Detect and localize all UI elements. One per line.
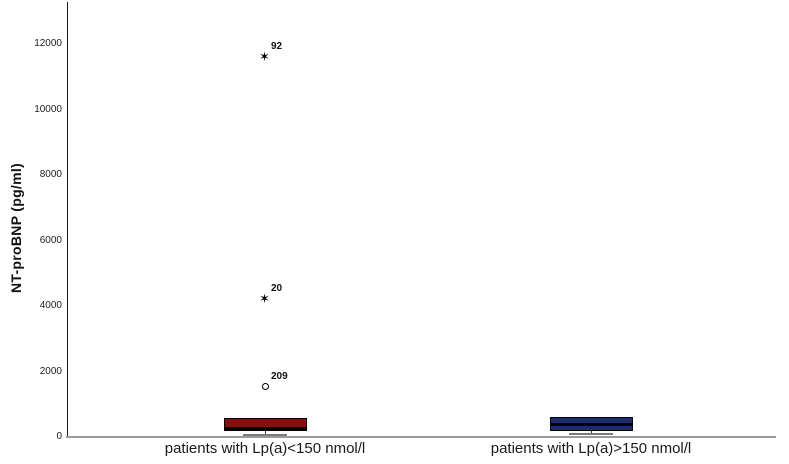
whisker-stem-low [590,431,592,434]
y-tick-label: 12000 [34,38,62,49]
y-tick-label: 6000 [39,234,62,246]
outlier-marker-star: ✶ [259,291,270,307]
whisker-cap-low [243,434,287,437]
whisker-stem-low [264,431,266,436]
median-line [549,423,633,427]
outlier-label: 209 [271,370,288,382]
y-tick-label: 8000 [39,169,62,180]
median-line [223,426,307,430]
x-axis-line [66,436,776,438]
outlier-label: 20 [271,283,283,295]
outlier-marker-star: ✶ [259,49,270,65]
y-tick-label: 2000 [39,365,62,377]
y-tick-label: 0 [56,431,62,442]
outlier-marker-circle [261,383,269,391]
y-tick-label: 10000 [34,103,62,115]
x-category-label: patients with Lp(a)>150 nmol/l [490,440,692,457]
y-axis-title: NT-proBNP (pg/ml) [8,162,24,294]
y-tick-label: 4000 [39,300,62,311]
whisker-cap-low [569,432,613,435]
outlier-label: 92 [271,41,283,53]
x-category-label: patients with Lp(a)<150 nmol/l [164,440,366,457]
y-axis-line [67,2,68,437]
